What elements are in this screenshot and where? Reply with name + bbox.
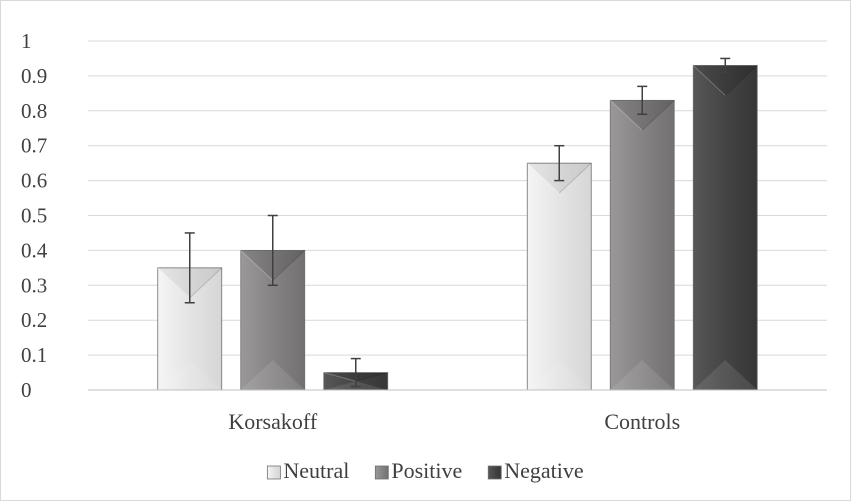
- legend-swatch: [374, 465, 389, 480]
- y-tick-label: 0.2: [21, 308, 47, 332]
- error-bar: [720, 57, 731, 74]
- error-bar: [350, 357, 361, 388]
- y-tick-label: 0.9: [21, 64, 47, 88]
- x-category-label: Korsakoff: [228, 409, 317, 434]
- legend-label: Neutral: [283, 458, 349, 483]
- y-tick-label: 1: [21, 29, 32, 53]
- legend-item-positive: Positive: [374, 458, 462, 483]
- y-tick-label: 0.4: [21, 238, 48, 262]
- error-bar: [554, 144, 565, 182]
- legend-swatch: [266, 465, 281, 480]
- legend-label: Positive: [391, 458, 462, 483]
- y-tick-label: 0: [21, 378, 32, 402]
- legend-item-negative: Negative: [487, 458, 584, 483]
- legend-swatch: [487, 465, 502, 480]
- legend-item-neutral: Neutral: [266, 458, 349, 483]
- y-tick-label: 0.6: [21, 169, 47, 193]
- error-bar: [637, 85, 648, 116]
- error-bar: [267, 214, 278, 287]
- bar-negative-controls: [692, 65, 758, 391]
- bar-positive-controls: [609, 99, 675, 391]
- y-tick-label: 0.7: [21, 134, 47, 158]
- y-tick-label: 0.3: [21, 273, 47, 297]
- legend-label: Negative: [504, 458, 583, 483]
- error-bar: [184, 232, 195, 304]
- y-tick-label: 0.5: [21, 204, 47, 228]
- x-category-label: Controls: [604, 409, 680, 434]
- bar-neutral-controls: [526, 162, 592, 391]
- y-tick-label: 0.8: [21, 99, 47, 123]
- y-tick-label: 0.1: [21, 343, 47, 367]
